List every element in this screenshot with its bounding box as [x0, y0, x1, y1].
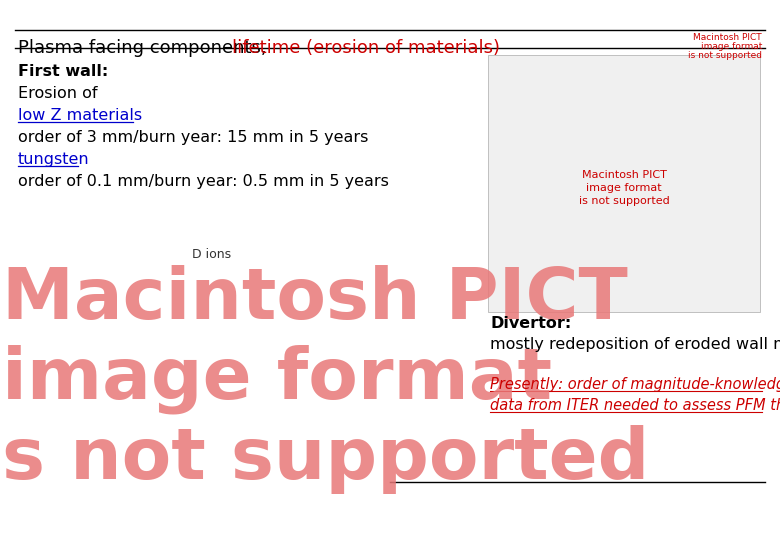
Text: tungsten: tungsten: [18, 152, 90, 167]
Text: Macintosh PICT: Macintosh PICT: [582, 170, 666, 180]
Text: First wall:: First wall:: [18, 64, 108, 79]
Text: Divertor:: Divertor:: [490, 316, 571, 331]
Text: Presently: order of magnitude-knowledge;: Presently: order of magnitude-knowledge;: [490, 377, 780, 392]
Text: image format: image format: [700, 42, 762, 51]
Text: lifetime (erosion of materials): lifetime (erosion of materials): [232, 39, 500, 57]
Text: Macintosh PICT: Macintosh PICT: [2, 265, 628, 334]
Text: s not supported: s not supported: [2, 425, 650, 494]
Text: is not supported: is not supported: [579, 196, 669, 206]
Text: is not supported: is not supported: [688, 51, 762, 60]
Text: D ions: D ions: [192, 248, 231, 261]
Text: mostly redeposition of eroded wall material: mostly redeposition of eroded wall mater…: [490, 337, 780, 352]
Text: Erosion of: Erosion of: [18, 86, 98, 101]
Text: image format: image format: [2, 345, 552, 415]
FancyBboxPatch shape: [488, 55, 760, 312]
Text: order of 3 mm/burn year: 15 mm in 5 years: order of 3 mm/burn year: 15 mm in 5 year…: [18, 130, 368, 145]
Text: Plasma facing components,: Plasma facing components,: [18, 39, 272, 57]
Text: order of 0.1 mm/burn year: 0.5 mm in 5 years: order of 0.1 mm/burn year: 0.5 mm in 5 y…: [18, 174, 389, 189]
Text: data from ITER needed to assess PFM thickness: data from ITER needed to assess PFM thic…: [490, 398, 780, 413]
Text: Macintosh PICT: Macintosh PICT: [693, 33, 762, 42]
Text: low Z materials: low Z materials: [18, 108, 142, 123]
Text: image format: image format: [587, 183, 661, 193]
